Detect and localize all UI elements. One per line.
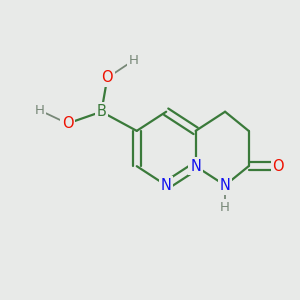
Text: H: H bbox=[220, 201, 230, 214]
Text: H: H bbox=[34, 104, 44, 117]
Text: H: H bbox=[129, 54, 139, 67]
Text: O: O bbox=[62, 116, 74, 131]
Text: N: N bbox=[190, 159, 201, 174]
Text: O: O bbox=[272, 159, 284, 174]
Text: N: N bbox=[161, 178, 172, 193]
Text: B: B bbox=[97, 104, 106, 119]
Text: O: O bbox=[101, 70, 113, 86]
Text: N: N bbox=[220, 178, 230, 193]
